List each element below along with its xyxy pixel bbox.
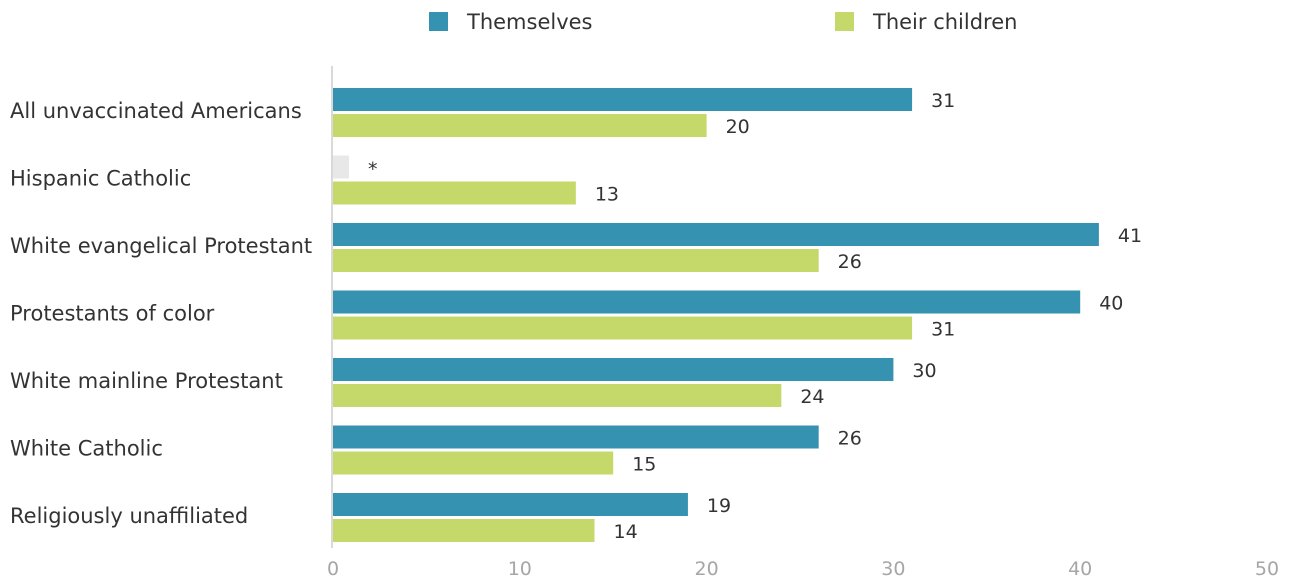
category-label: Protestants of color	[10, 302, 215, 326]
legend-label-0: Themselves	[466, 10, 593, 34]
category-label: All unvaccinated Americans	[10, 99, 302, 123]
value-label: 31	[931, 90, 955, 112]
value-label: 14	[614, 521, 638, 543]
bar-themselves	[333, 88, 913, 111]
x-tick-label: 40	[1068, 558, 1092, 579]
category-label: White Catholic	[10, 437, 163, 461]
value-label: 24	[800, 386, 824, 408]
bar-children	[333, 181, 576, 205]
bar-themselves	[333, 493, 688, 516]
bar-themselves	[333, 425, 819, 449]
bar-children	[333, 519, 595, 542]
category-label: White evangelical Protestant	[10, 234, 312, 258]
legend-swatch-0	[429, 12, 448, 31]
bar-children	[333, 114, 707, 137]
bar-children	[333, 316, 913, 340]
bar-themselves	[333, 290, 1081, 314]
legend: Themselves Their children	[429, 10, 1017, 34]
value-label: 30	[912, 360, 936, 382]
bar-themselves	[333, 358, 894, 381]
bar-children	[333, 384, 782, 407]
value-label: 31	[931, 319, 955, 341]
value-label: 19	[707, 495, 731, 517]
bar-themselves	[333, 223, 1099, 246]
value-label: *	[368, 159, 378, 181]
bars	[333, 88, 1099, 542]
legend-swatch-1	[835, 12, 854, 31]
x-tick-label: 30	[881, 558, 905, 579]
value-label: 40	[1099, 293, 1123, 315]
value-label: 41	[1118, 225, 1142, 247]
x-tick-label: 50	[1255, 558, 1279, 579]
category-label: Religiously unaffiliated	[10, 504, 248, 528]
bar-children	[333, 451, 614, 475]
value-label: 15	[632, 454, 656, 476]
bar-themselves	[333, 155, 349, 179]
value-label: 26	[838, 428, 862, 450]
category-label: Hispanic Catholic	[10, 167, 191, 191]
value-label: 20	[726, 116, 750, 138]
bar-children	[333, 249, 819, 272]
x-tick-label: 0	[327, 558, 339, 579]
value-label: 13	[595, 184, 619, 206]
x-axis-ticks: 0 10 20 30 40 50	[327, 558, 1279, 579]
category-labels: All unvaccinated Americans Hispanic Catho…	[10, 99, 312, 528]
value-labels: 31 20 * 13 41 26 40 31 30 24 26 15 19 14	[368, 90, 1142, 543]
legend-label-1: Their children	[872, 10, 1017, 34]
x-tick-label: 10	[508, 558, 532, 579]
category-label: White mainline Protestant	[10, 369, 283, 393]
value-label: 26	[838, 251, 862, 273]
x-tick-label: 20	[695, 558, 719, 579]
